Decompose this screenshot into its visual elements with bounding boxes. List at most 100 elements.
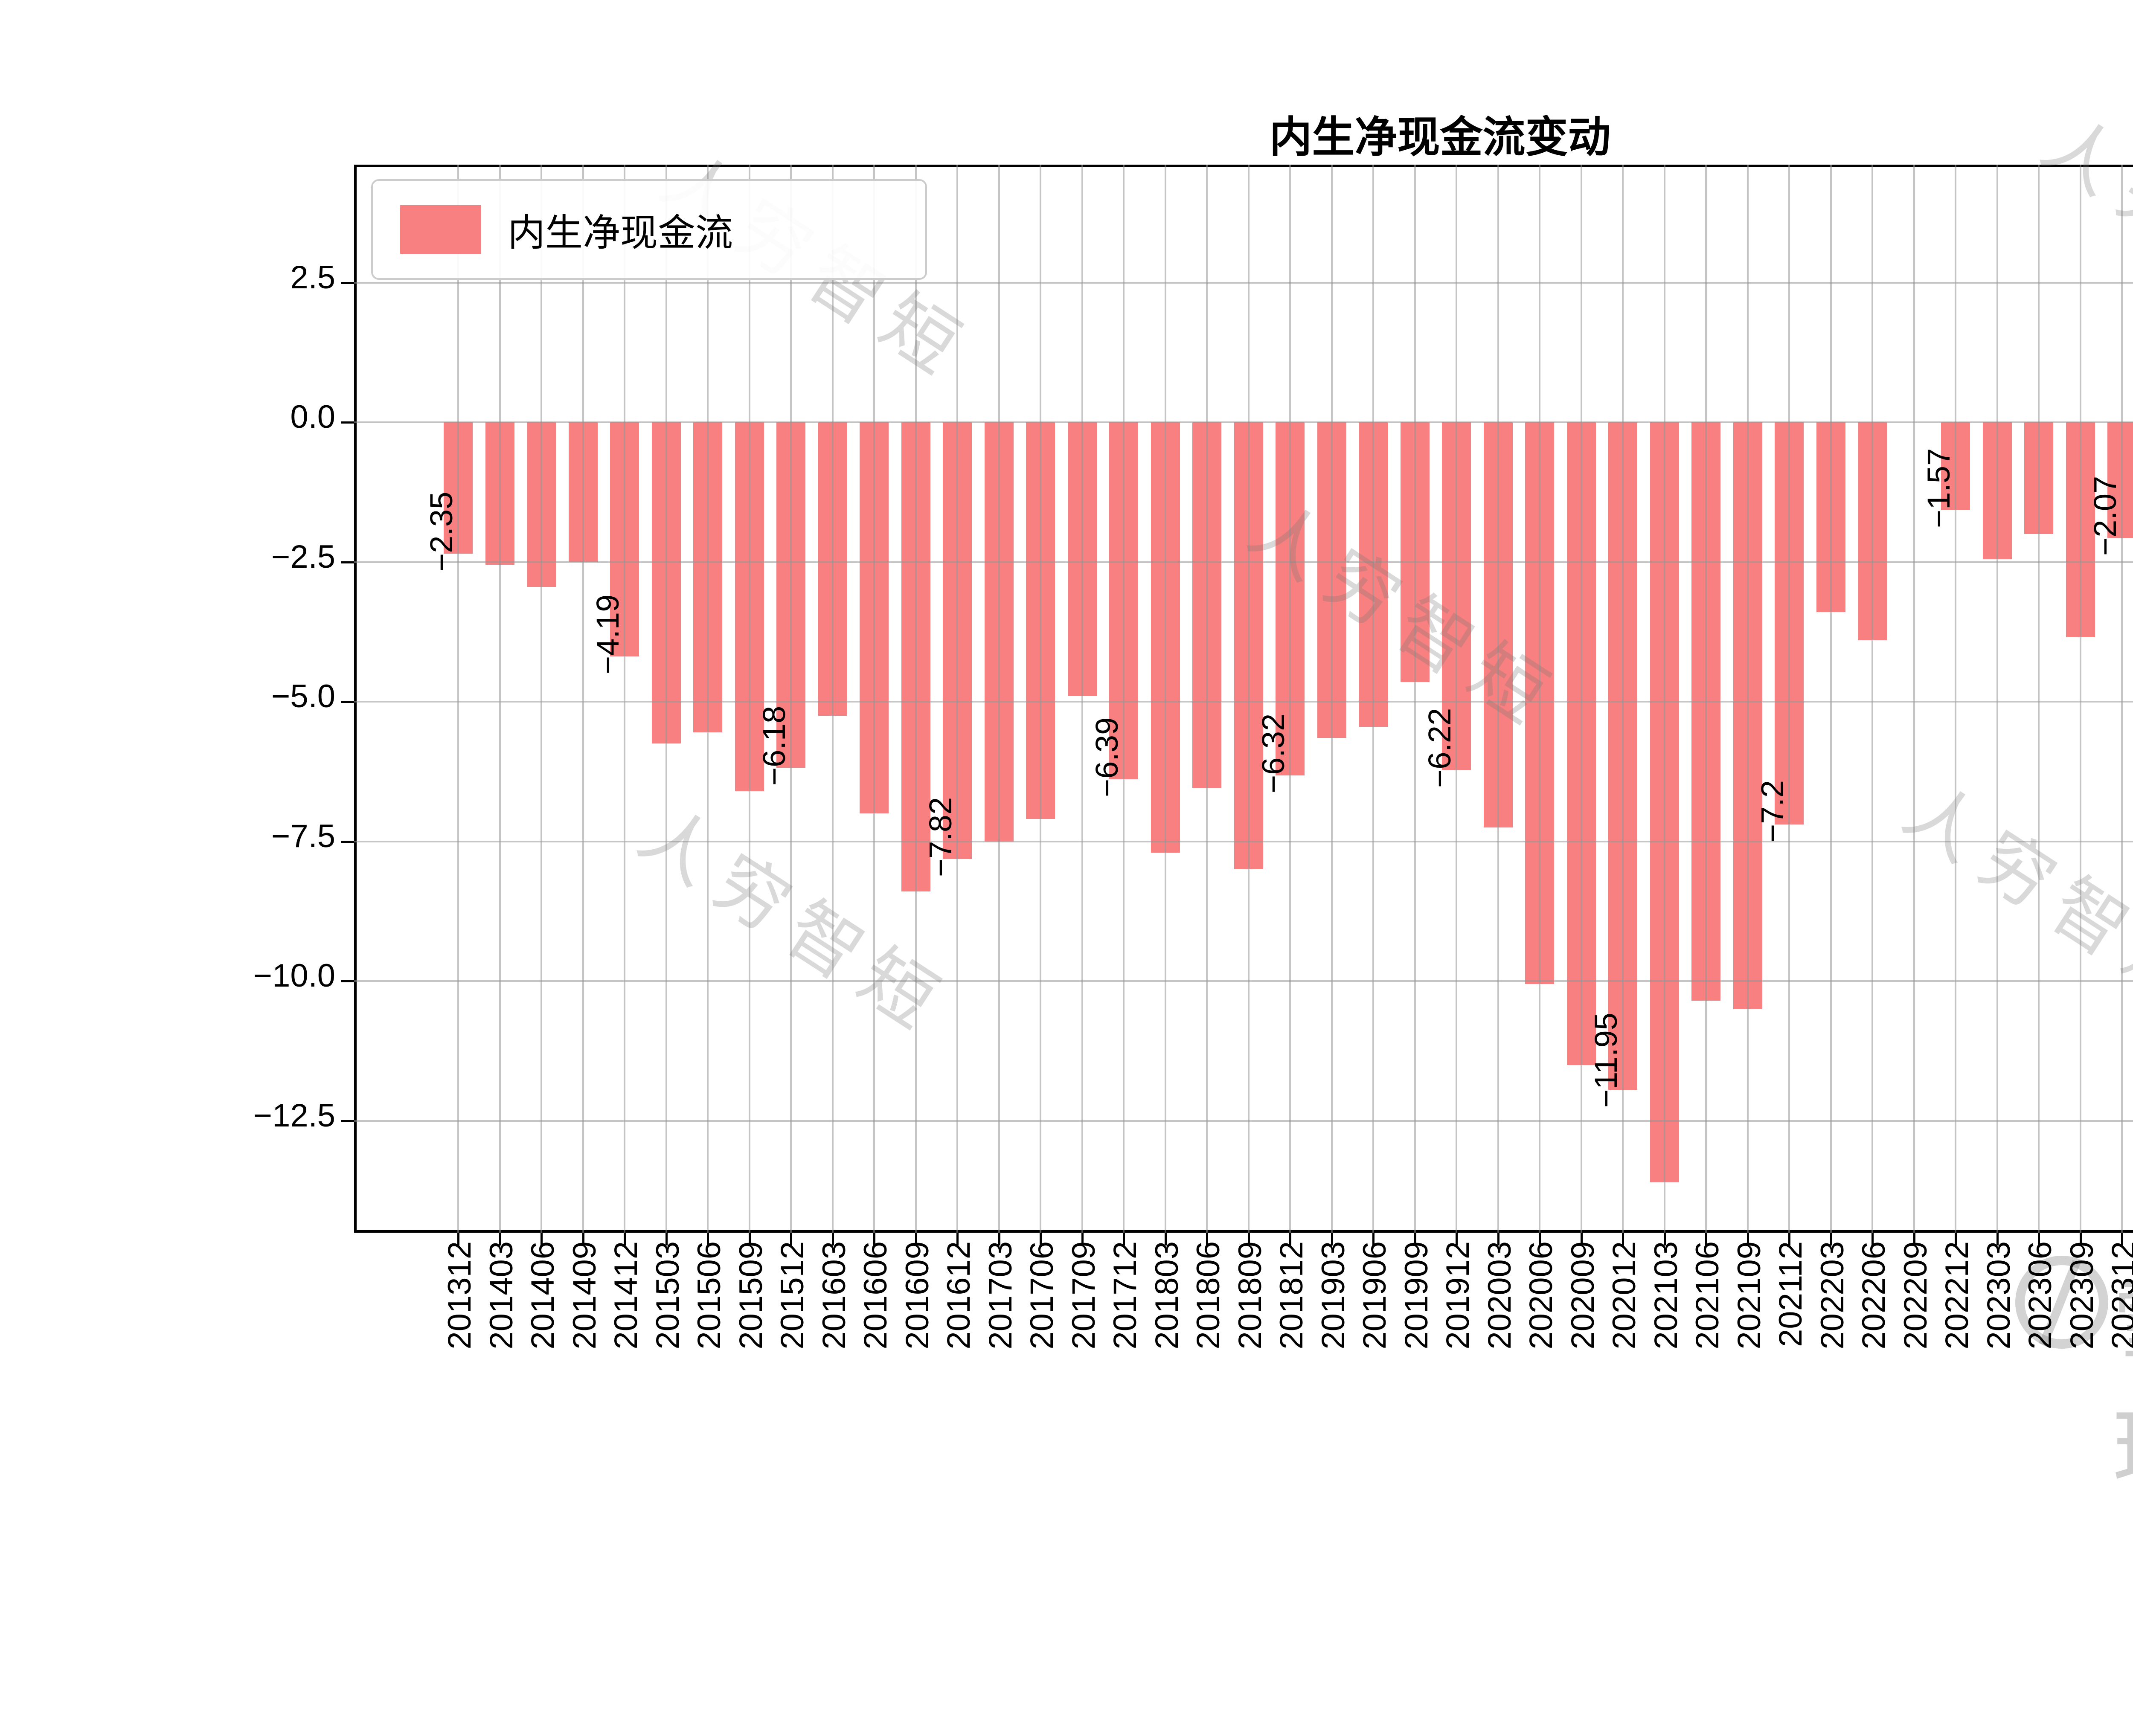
x-axis-tick-label-202103: 202103 — [1648, 1241, 1684, 1350]
x-axis-tick-label-201712: 201712 — [1107, 1241, 1143, 1350]
x-axis-tick-label-201509: 201509 — [732, 1241, 769, 1350]
x-axis-tick-mark — [1372, 1233, 1375, 1245]
x-axis-tick-label-202003: 202003 — [1481, 1241, 1518, 1350]
x-axis-tick-label-201609: 201609 — [899, 1241, 936, 1350]
bar-value-label-201512: −6.18 — [756, 705, 792, 786]
chart-figure: 内生净现金流变动 内生净现金流 雪球 人穷智短 2.50.0−2.5−5.0−7… — [253, 102, 2133, 1500]
x-axis-tick-label-201703: 201703 — [982, 1241, 1019, 1350]
x-axis-tick-label-201506: 201506 — [691, 1241, 727, 1350]
legend-label: 内生净现金流 — [508, 211, 733, 254]
x-axis-tick-label-202303: 202303 — [1980, 1241, 2017, 1350]
bar-value-label-201912: −6.22 — [1422, 708, 1457, 788]
gridline-vertical — [665, 165, 667, 1233]
x-axis-tick-mark — [1705, 1233, 1707, 1245]
x-axis-tick-label-201912: 201912 — [1440, 1241, 1476, 1350]
x-axis-tick-label-202009: 202009 — [1564, 1241, 1601, 1350]
x-axis-tick-label-202312: 202312 — [2105, 1241, 2133, 1350]
x-axis-tick-mark — [2121, 1233, 2123, 1245]
gridline-vertical — [2121, 165, 2123, 1233]
y-axis-tick-label: 0.0 — [290, 399, 335, 435]
x-axis-tick-mark — [1206, 1233, 1208, 1245]
x-axis-tick-label-202306: 202306 — [2022, 1241, 2058, 1350]
x-axis-tick-mark — [1081, 1233, 1084, 1245]
gridline-vertical — [499, 165, 501, 1233]
bar-value-label-202112: −7.2 — [1755, 780, 1790, 843]
x-axis-tick-mark — [1913, 1233, 1915, 1245]
y-axis-tick-mark — [341, 1120, 354, 1122]
x-axis-tick-mark — [1788, 1233, 1790, 1245]
x-axis-tick-label-202006: 202006 — [1523, 1241, 1559, 1350]
gridline-horizontal — [354, 701, 2133, 703]
x-axis-tick-label-202309: 202309 — [2063, 1241, 2100, 1350]
x-axis-tick-label-201812: 201812 — [1273, 1241, 1310, 1350]
gridline-vertical — [873, 165, 875, 1233]
x-axis-tick-mark — [998, 1233, 1000, 1245]
x-axis-tick-label-201512: 201512 — [774, 1241, 811, 1350]
gridline-horizontal — [354, 1120, 2133, 1122]
x-axis-tick-mark — [1247, 1233, 1250, 1245]
x-axis-tick-label-201503: 201503 — [649, 1241, 686, 1350]
x-axis-tick-mark — [582, 1233, 584, 1245]
gridline-vertical — [1788, 165, 1790, 1233]
x-axis-tick-label-202203: 202203 — [1814, 1241, 1851, 1350]
gridline-vertical — [748, 165, 750, 1233]
x-axis-tick-label-201709: 201709 — [1065, 1241, 1102, 1350]
bar-value-label-201412: −4.19 — [590, 594, 625, 674]
y-axis-tick-label: −5.0 — [271, 678, 335, 714]
gridline-vertical — [707, 165, 709, 1233]
bar-value-label-202212: −1.57 — [1921, 448, 1956, 528]
gridline-vertical — [1622, 165, 1624, 1233]
y-axis-tick-mark — [341, 980, 354, 982]
gridline-vertical — [956, 165, 958, 1233]
x-axis-tick-mark — [1539, 1233, 1541, 1245]
y-axis-tick-label: −7.5 — [271, 818, 335, 854]
bar-value-label-202312: −2.07 — [2087, 476, 2123, 556]
x-axis-tick-label-201803: 201803 — [1148, 1241, 1185, 1350]
x-axis-tick-mark — [790, 1233, 792, 1245]
x-axis-tick-mark — [541, 1233, 543, 1245]
gridline-vertical — [998, 165, 1000, 1233]
gridline-vertical — [1830, 165, 1832, 1233]
gridline-horizontal — [354, 561, 2133, 563]
x-axis-tick-mark — [1123, 1233, 1125, 1245]
x-axis-tick-label-201906: 201906 — [1357, 1241, 1393, 1350]
x-axis-tick-label-201312: 201312 — [442, 1241, 478, 1350]
gridline-vertical — [1955, 165, 1956, 1233]
gridline-vertical — [2079, 165, 2081, 1233]
bar-value-label-201612: −7.82 — [923, 797, 958, 877]
x-axis-tick-mark — [2079, 1233, 2082, 1245]
x-axis-tick-mark — [1040, 1233, 1042, 1245]
x-axis-tick-label-202206: 202206 — [1856, 1241, 1892, 1350]
gridline-vertical — [582, 165, 584, 1233]
gridline-vertical — [624, 165, 625, 1233]
x-axis-tick-mark — [831, 1233, 834, 1245]
x-axis-tick-label-201809: 201809 — [1232, 1241, 1268, 1350]
gridline-vertical — [790, 165, 792, 1233]
x-axis-tick-label-202106: 202106 — [1689, 1241, 1726, 1350]
bar-value-label-201812: −6.32 — [1255, 713, 1291, 793]
gridline-vertical — [541, 165, 542, 1233]
x-axis-tick-label-201409: 201409 — [566, 1241, 603, 1350]
gridline-vertical — [1456, 165, 1457, 1233]
x-axis-tick-mark — [1580, 1233, 1583, 1245]
gridline-vertical — [1705, 165, 1707, 1233]
gridline-vertical — [1164, 165, 1166, 1233]
x-axis-tick-label-202012: 202012 — [1606, 1241, 1642, 1350]
gridline-horizontal — [354, 282, 2133, 284]
x-axis-tick-mark — [1331, 1233, 1333, 1245]
gridline-vertical — [1414, 165, 1416, 1233]
x-axis-tick-label-202209: 202209 — [1897, 1241, 1934, 1350]
x-axis-tick-mark — [665, 1233, 668, 1245]
gridline-horizontal — [354, 980, 2133, 982]
legend: 内生净现金流 — [371, 179, 927, 280]
x-axis-tick-label-201612: 201612 — [941, 1241, 977, 1350]
gridline-vertical — [1497, 165, 1499, 1233]
x-axis-tick-label-201606: 201606 — [857, 1241, 894, 1350]
y-axis-tick-label: −12.5 — [253, 1097, 335, 1134]
legend-swatch — [400, 205, 481, 254]
x-axis-tick-mark — [915, 1233, 917, 1245]
x-axis-tick-mark — [2038, 1233, 2040, 1245]
x-axis-tick-label-201806: 201806 — [1190, 1241, 1226, 1350]
x-axis-tick-mark — [1955, 1233, 1957, 1245]
x-axis-tick-mark — [1456, 1233, 1458, 1245]
